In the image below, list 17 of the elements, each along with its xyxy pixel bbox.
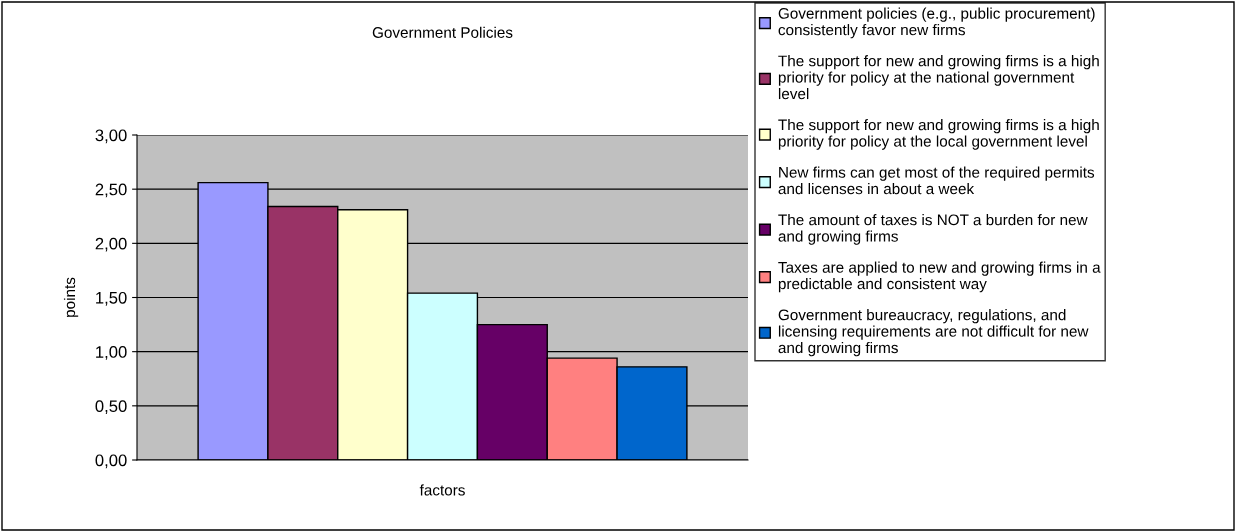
legend-label: The support for new and growing firms is a high priority for policy at the national government level <box>778 55 1099 100</box>
legend-label: New firms can get most of the required permits and licenses in about a week <box>778 166 1095 195</box>
legend-label: Government bureaucracy, regulations, and licensing requirements are not difficult for new and growing firms <box>778 309 1089 357</box>
y-tick-label: 1,00 <box>96 346 127 360</box>
y-tick-label: 0,50 <box>95 400 127 415</box>
y-tick-label: 1,50 <box>96 291 127 306</box>
legend-label: The support for new and growing firms is a high priority for policy at the local government level <box>778 119 1099 150</box>
legend-label: Taxes are applied to new and growing firms in a predictable and consistent way <box>778 261 1101 293</box>
y-tick-label: 0,00 <box>95 454 127 469</box>
y-tick-label: 2,00 <box>95 237 127 252</box>
y-axis-title: points <box>63 277 79 317</box>
legend-label: The amount of taxes is NOT a burden for new and growing firms <box>778 214 1088 245</box>
y-tick-label: 2,50 <box>95 183 127 198</box>
x-axis-title: factors <box>419 484 465 496</box>
chart-title: Government Policies <box>372 26 513 38</box>
y-tick-label: 3,00 <box>95 129 127 144</box>
legend-label: Government policies (e.g., public procurement) consistently favor new firms <box>778 7 1095 39</box>
